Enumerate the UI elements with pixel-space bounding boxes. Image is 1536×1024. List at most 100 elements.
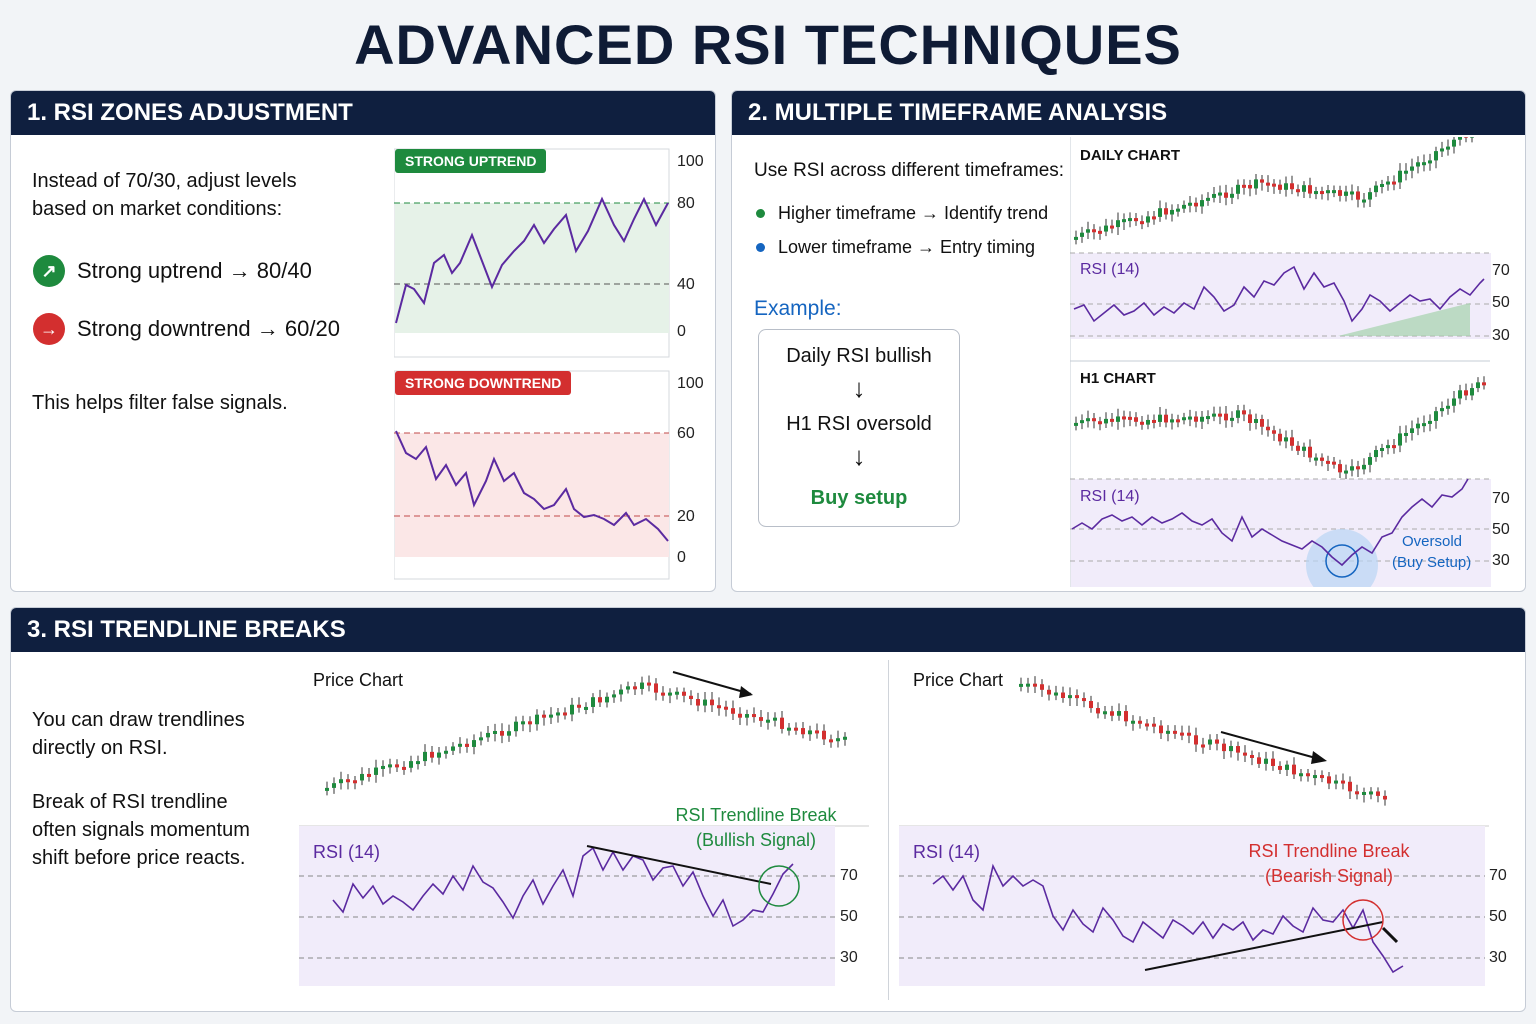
candle [1392, 445, 1396, 449]
candle [1158, 208, 1162, 217]
candle [745, 714, 749, 718]
tick-label: 70 [840, 867, 858, 884]
candle [822, 730, 826, 740]
candle [815, 730, 819, 734]
tick-label: 20 [677, 508, 695, 525]
candle [1368, 457, 1372, 465]
candle [1110, 418, 1114, 422]
candle [1128, 218, 1132, 222]
candle [654, 683, 658, 693]
buy-setup-note: (Buy Setup) [1392, 554, 1472, 571]
right-arrow-icon: → [33, 313, 65, 345]
candle [738, 713, 742, 718]
candle [1206, 197, 1210, 201]
left-price-label: Price Chart [313, 670, 404, 690]
candle [808, 730, 812, 735]
candle [1243, 752, 1247, 756]
candle [1182, 417, 1186, 421]
candle [1089, 700, 1093, 709]
page-title: ADVANCED RSI TECHNIQUES [354, 13, 1182, 76]
h1-rsi-line [1071, 478, 1469, 567]
candle [584, 706, 588, 710]
tick-label: 30 [840, 949, 858, 966]
candle [1320, 775, 1324, 779]
candle [479, 737, 483, 741]
candle [1266, 426, 1270, 431]
bullish-break-chart [299, 671, 869, 986]
candle [563, 712, 567, 716]
candle [1266, 182, 1270, 186]
candle [1086, 418, 1090, 422]
candle [1260, 179, 1264, 183]
tick-label: 30 [1489, 949, 1507, 966]
candle [1218, 192, 1222, 196]
candle [1285, 764, 1289, 770]
candle [1482, 382, 1486, 386]
candle [1224, 192, 1228, 198]
candle [493, 730, 497, 734]
candle [1383, 795, 1387, 800]
tick-label: 30 [1492, 552, 1510, 569]
candle [1327, 776, 1331, 784]
candle [535, 714, 539, 725]
text-line: You can draw trendlines [32, 709, 245, 731]
candle [1194, 735, 1198, 745]
text-line: often signals momentum [32, 819, 250, 841]
candle [675, 691, 679, 695]
candle [1188, 416, 1192, 420]
left-trendline [586, 845, 772, 885]
candle [1152, 419, 1156, 423]
rising-trend-area [1338, 303, 1470, 336]
candle [801, 728, 805, 735]
candle [780, 717, 784, 729]
candle [1398, 170, 1402, 183]
candle [1458, 390, 1462, 399]
tick-label: 60 [677, 425, 695, 442]
tick-label: 70 [1492, 262, 1510, 279]
candle [1314, 191, 1318, 195]
candle [1188, 202, 1192, 206]
candle [528, 721, 532, 725]
panel-heading: 2. MULTIPLE TIMEFRAME ANALYSIS [732, 91, 1525, 135]
candle [1398, 433, 1402, 446]
candle [1278, 765, 1282, 770]
candle [1464, 137, 1468, 138]
candle [1416, 423, 1420, 429]
candle [1452, 139, 1456, 147]
candle [1047, 689, 1051, 695]
candle [430, 751, 434, 758]
left-rsi-label: RSI (14) [313, 842, 381, 862]
candle [1096, 708, 1100, 714]
candle [1116, 220, 1120, 228]
candle [1326, 460, 1330, 464]
candle [521, 721, 525, 725]
candle [1242, 410, 1246, 415]
candle [1362, 199, 1366, 203]
flow-step-h1: H1 RSI oversold [786, 413, 932, 435]
candle [1248, 414, 1252, 423]
candle [1380, 183, 1384, 187]
bullet-higher-timeframe: Higher timeframe → Identify trend [778, 203, 1049, 223]
candle [1194, 202, 1198, 207]
candle [773, 717, 777, 721]
candle [1103, 711, 1107, 715]
candle [1386, 181, 1390, 185]
h1-chart-label: H1 CHART [1080, 370, 1156, 387]
uptrend-rule: Strong uptrend → 80/40 [77, 258, 312, 283]
downtrend-badge: STRONG DOWNTREND [395, 371, 572, 395]
candle [1392, 181, 1396, 185]
candle [1355, 791, 1359, 795]
candle [1404, 170, 1408, 174]
candle [640, 682, 644, 689]
candle [1176, 419, 1180, 423]
candle [787, 727, 791, 731]
candle [1356, 466, 1360, 470]
tick-label: 50 [1492, 294, 1510, 311]
bullish-break-marker [758, 865, 800, 907]
candle [1086, 229, 1090, 233]
daily-rsi-label: RSI (14) [1080, 261, 1140, 278]
candle [1272, 430, 1276, 434]
candle [1080, 232, 1084, 237]
candle [1278, 184, 1282, 190]
candle [1260, 419, 1264, 427]
